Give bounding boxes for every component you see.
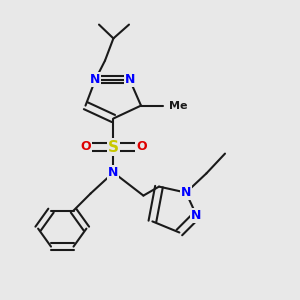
Text: N: N xyxy=(90,73,100,86)
Text: N: N xyxy=(108,166,118,179)
Text: O: O xyxy=(136,140,147,154)
Text: Me: Me xyxy=(169,100,188,111)
Text: N: N xyxy=(181,186,191,199)
Text: O: O xyxy=(80,140,91,154)
Text: N: N xyxy=(124,73,135,86)
Text: S: S xyxy=(108,140,119,154)
Text: N: N xyxy=(191,209,202,222)
